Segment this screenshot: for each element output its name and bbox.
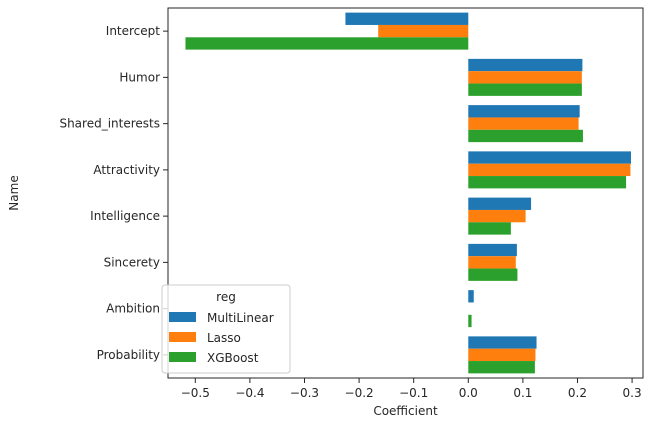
bar-sincerety-xgboost: [468, 268, 518, 281]
bar-intelligence-lasso: [468, 209, 526, 223]
category-label-sincerety: Sincerety: [104, 255, 160, 269]
bar-intercept-lasso: [378, 24, 469, 38]
x-tick-label: 0.2: [568, 386, 587, 400]
bars-layer: [185, 12, 631, 374]
bar-intelligence-multilinear: [468, 197, 532, 210]
legend-title: reg: [216, 290, 236, 304]
x-tick-label: −0.4: [235, 386, 264, 400]
bar-humor-xgboost: [468, 83, 582, 96]
category-label-attractivity: Attractivity: [93, 163, 160, 177]
x-tick-label: −0.3: [290, 386, 319, 400]
y-axis-ticks: Intercept Humor Shared_interests Attractivi…: [59, 24, 168, 362]
bar-probability-multilinear: [468, 336, 537, 349]
x-axis-ticks: −0.5 −0.4 −0.3 −0.2 −0.1 0.0 0.1 0.2 0.3: [181, 378, 642, 400]
legend-swatch-multilinear: [169, 312, 196, 322]
x-tick-label: −0.5: [181, 386, 210, 400]
bar-attractivity-xgboost: [468, 176, 627, 189]
bar-shared-interests-xgboost: [468, 129, 583, 143]
bar-humor-lasso: [468, 71, 582, 84]
legend-items: MultiLinear Lasso XGBoost: [169, 311, 274, 365]
legend-label-multilinear: MultiLinear: [207, 311, 274, 325]
bar-humor-multilinear: [468, 58, 583, 72]
bar-intercept-xgboost: [185, 37, 469, 50]
legend-box: [161, 284, 291, 374]
category-label-intelligence: Intelligence: [90, 209, 160, 223]
x-tick-label: 0.3: [623, 386, 642, 400]
category-label-shared-interests: Shared_interests: [59, 117, 160, 131]
x-tick-label: 0.0: [459, 386, 478, 400]
bar-shared-interests-multilinear: [468, 105, 580, 118]
x-tick-label: −0.2: [345, 386, 374, 400]
legend-label-xgboost: XGBoost: [207, 351, 259, 365]
legend-swatch-xgboost: [169, 352, 196, 362]
legend-label-lasso: Lasso: [207, 331, 241, 345]
bar-ambition-xgboost: [468, 314, 472, 328]
legend-swatch-lasso: [169, 332, 196, 342]
category-label-intercept: Intercept: [106, 24, 161, 38]
x-tick-label: −0.1: [399, 386, 428, 400]
x-tick-label: 0.1: [513, 386, 532, 400]
bar-probability-lasso: [468, 348, 536, 362]
bar-sincerety-lasso: [468, 256, 516, 269]
category-label-humor: Humor: [119, 70, 160, 84]
legend: reg MultiLinear Lasso XGBoost: [161, 284, 291, 374]
bar-attractivity-multilinear: [468, 151, 631, 164]
category-label-ambition: Ambition: [106, 302, 160, 316]
plot-frame: [167, 7, 644, 379]
bar-intelligence-xgboost: [468, 222, 511, 235]
bar-shared-interests-lasso: [468, 117, 579, 130]
bar-sincerety-multilinear: [468, 243, 517, 257]
bar-ambition-multilinear: [468, 290, 474, 303]
bar-intercept-multilinear: [345, 12, 469, 25]
bar-attractivity-lasso: [468, 163, 631, 177]
bar-probability-xgboost: [468, 361, 535, 374]
x-axis-label: Coefficient: [373, 404, 438, 418]
y-axis-label: Name: [7, 175, 21, 210]
category-label-probability: Probability: [97, 348, 160, 362]
